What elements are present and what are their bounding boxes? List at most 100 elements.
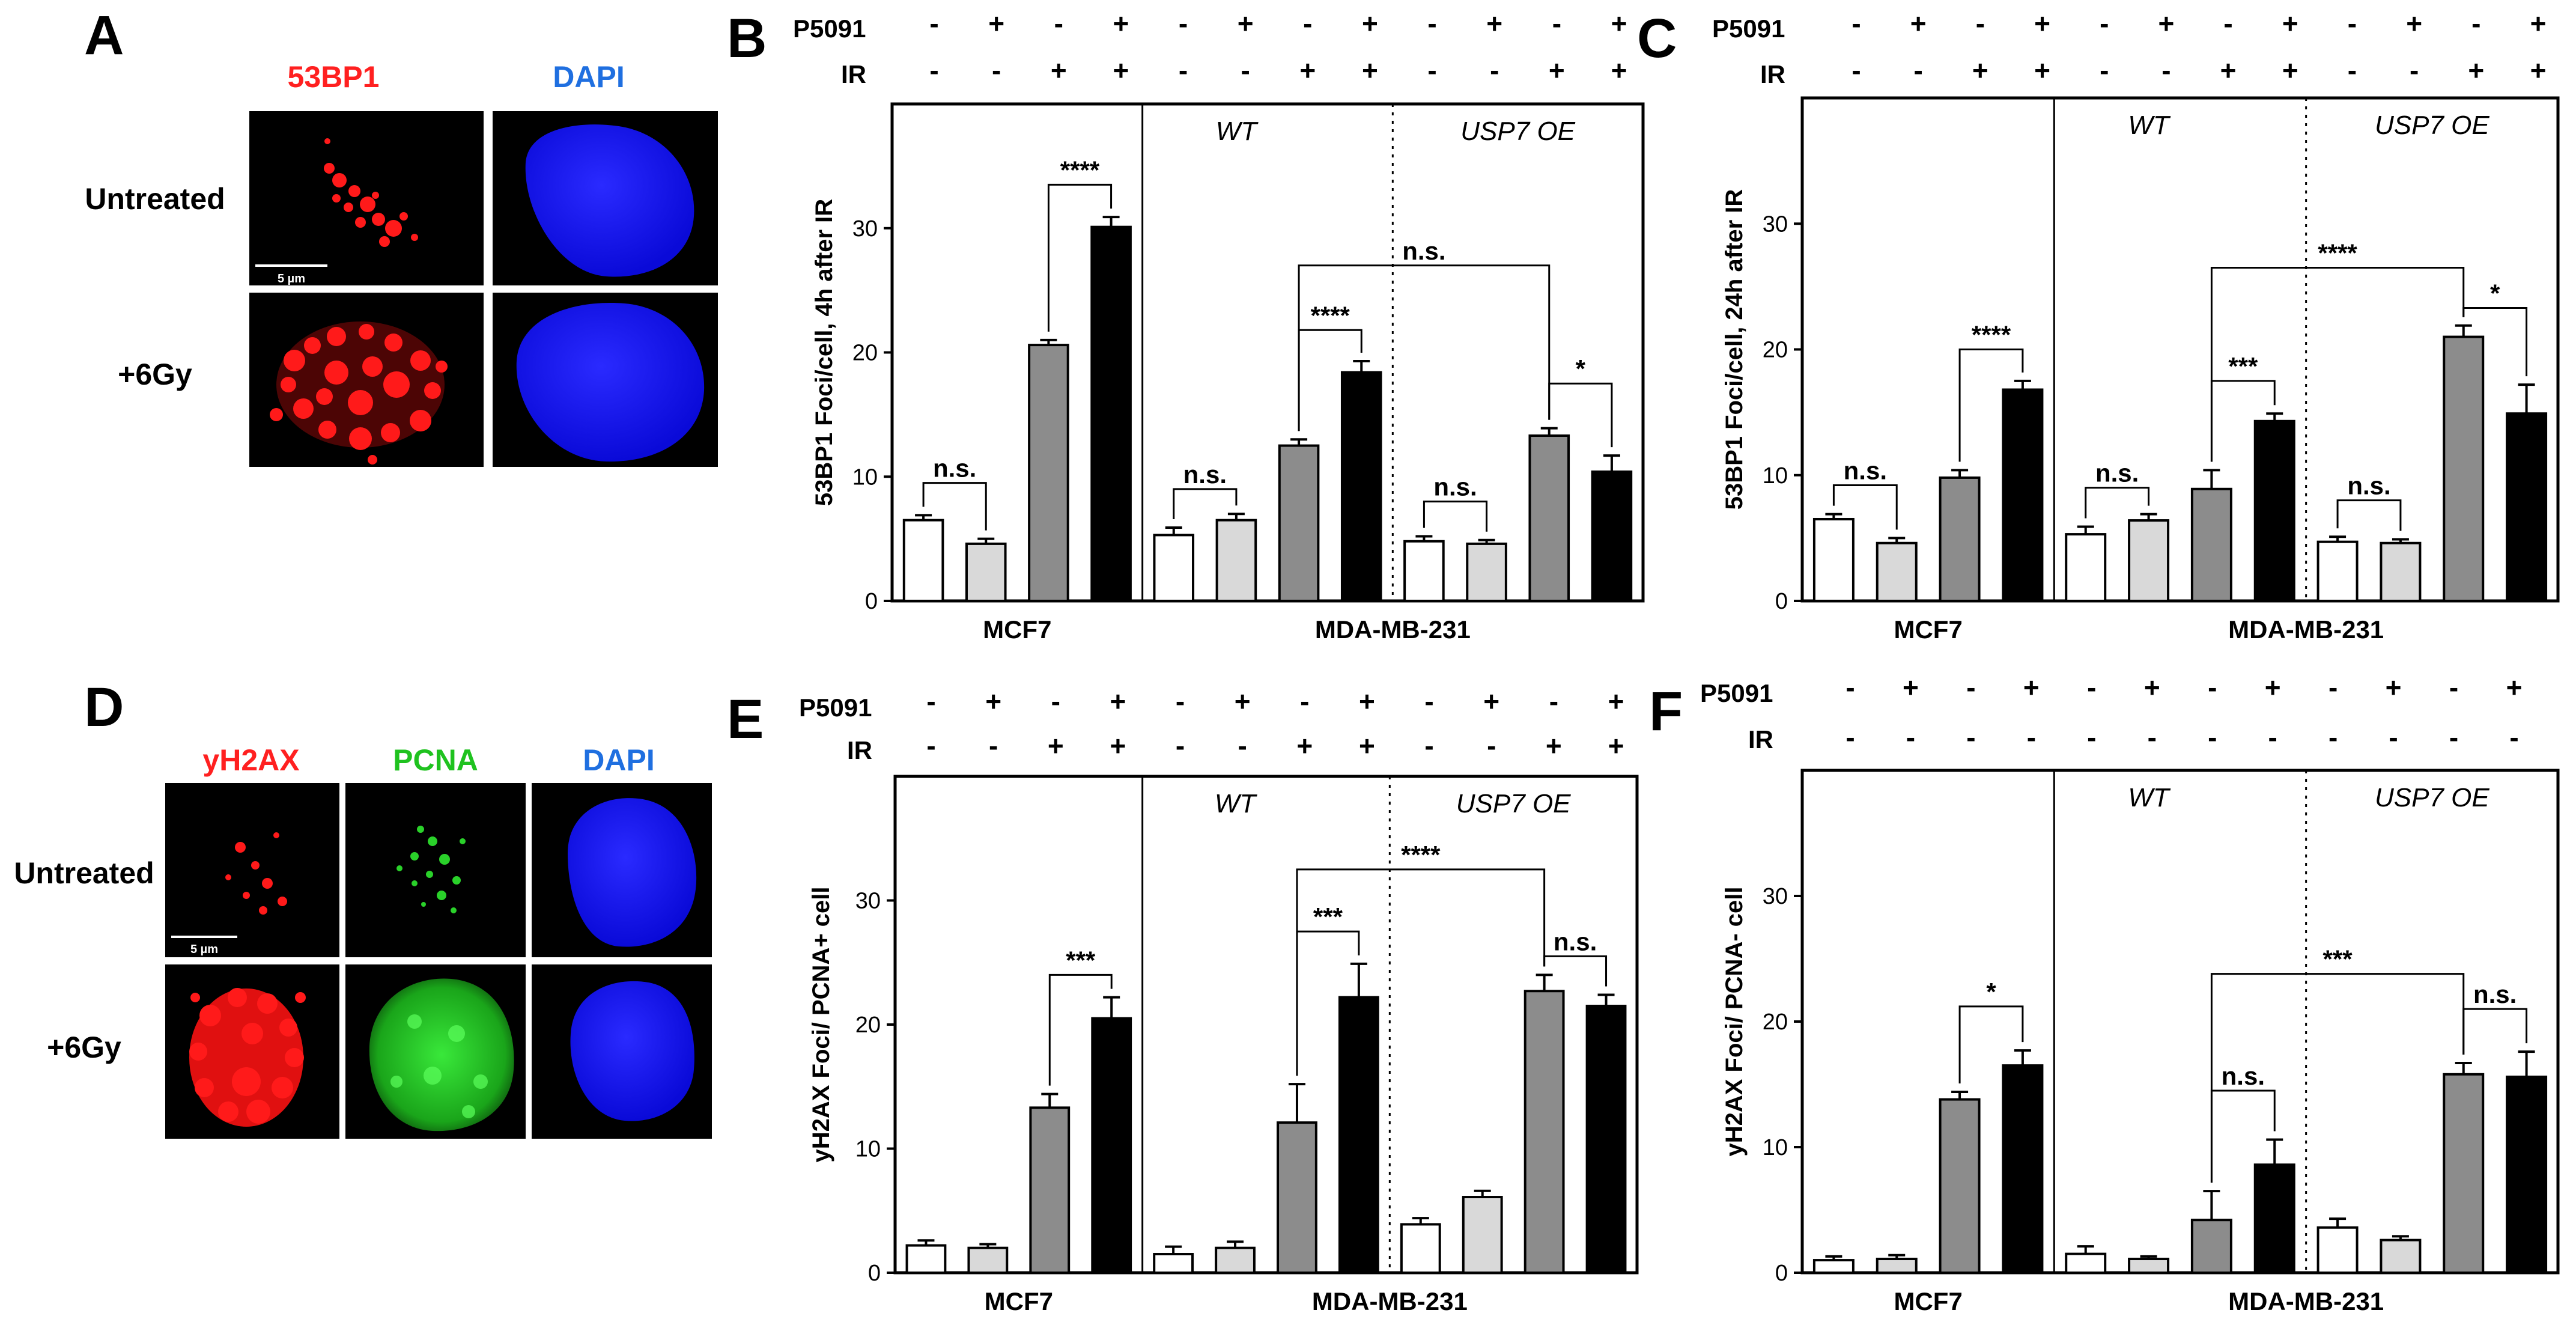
y-tick-label-b-3: 30 <box>852 216 878 242</box>
p5091-sign-e-3: + <box>1110 686 1126 717</box>
ir-sign-f-11: - <box>2509 722 2518 753</box>
significance-label-e-0: *** <box>1066 946 1096 974</box>
row-label-6gy-d: +6Gy <box>47 1031 121 1064</box>
bar-f-8 <box>2316 1226 2359 1275</box>
group-label-usp7-f: USP7 OE <box>2375 783 2489 812</box>
significance-bracket-c-2 <box>2085 487 2150 519</box>
chart-panel-c: C 0 10 20 30 53BP1 Foci/cell, 24h after IR WT… <box>1637 8 2560 644</box>
significance-bracket-f-2 <box>2462 1008 2528 1055</box>
bar-b-6 <box>1278 444 1320 602</box>
scale-bar-label-a: 5 µm <box>278 272 305 285</box>
bar-e-9 <box>1462 1196 1503 1275</box>
significance-bracket-c-4 <box>2336 499 2402 531</box>
bar-b-11 <box>1591 470 1633 602</box>
bar-b-1 <box>965 542 1007 603</box>
group-label-usp7-b: USP7 OE <box>1460 117 1575 146</box>
cell-line-label-mda-f: MDA-MB-231 <box>2228 1287 2384 1315</box>
p5091-sign-f-6: - <box>2208 672 2217 703</box>
y-tick-label-e-2: 20 <box>855 1013 881 1038</box>
condition-label-p5091-e: P5091 <box>799 693 872 722</box>
ir-sign-f-4: - <box>2087 722 2096 753</box>
bar-c-9 <box>2380 541 2422 602</box>
significance-label-b-4: n.s. <box>1433 473 1477 501</box>
p5091-sign-e-0: - <box>926 686 935 717</box>
chart-panel-b: B 0 10 20 30 53BP1 Foci/cell, 4h after IR WT U… <box>727 8 1645 644</box>
bar-e-11 <box>1585 1005 1627 1275</box>
y-tick-label-c-2: 20 <box>1763 338 1788 363</box>
p5091-sign-f-3: + <box>2023 672 2040 703</box>
ir-sign-c-7: + <box>2282 55 2298 86</box>
p5091-sign-f-11: + <box>2506 672 2523 703</box>
ir-sign-c-9: - <box>2410 55 2419 86</box>
p5091-sign-c-6: - <box>2223 8 2232 39</box>
ir-sign-b-5: - <box>1241 55 1250 86</box>
y-tick-label-e-1: 10 <box>855 1137 881 1162</box>
p5091-sign-c-2: - <box>1976 8 1985 39</box>
p5091-sign-e-4: - <box>1176 686 1185 717</box>
p5091-sign-f-9: + <box>2386 672 2402 703</box>
significance-label-b-2: n.s. <box>1183 460 1227 489</box>
ir-sign-e-8: - <box>1424 730 1433 761</box>
bar-e-1 <box>967 1246 1009 1274</box>
bar-e-4 <box>1153 1253 1194 1274</box>
group-label-wt-f: WT <box>2128 783 2171 812</box>
p5091-sign-b-11: + <box>1611 8 1627 39</box>
panel-a: A 53BP1 DAPI Untreated +6Gy 5 µm <box>84 5 718 467</box>
p5091-sign-c-11: + <box>2530 8 2547 39</box>
panel-d: D yH2AX PCNA DAPI Untreated +6Gy 5 µm <box>14 677 712 1139</box>
ir-sign-b-9: - <box>1490 55 1499 86</box>
ir-sign-b-11: + <box>1611 55 1627 86</box>
significance-label-c-1: **** <box>1972 321 2011 349</box>
y-tick-label-b-2: 20 <box>852 341 878 366</box>
y-tick-label-e-3: 30 <box>855 889 881 914</box>
ir-sign-e-11: + <box>1608 730 1624 761</box>
p5091-sign-c-7: + <box>2282 8 2298 39</box>
p5091-sign-f-7: + <box>2265 672 2281 703</box>
p5091-sign-f-2: - <box>1966 672 1975 703</box>
y-axis-title-f: yH2AX Foci/ PCNA- cell <box>1721 886 1748 1156</box>
p5091-sign-b-1: + <box>988 8 1004 39</box>
bar-b-3 <box>1090 225 1132 602</box>
p5091-sign-e-2: - <box>1051 686 1060 717</box>
p5091-sign-c-1: + <box>1910 8 1927 39</box>
ir-sign-e-1: - <box>989 730 998 761</box>
p5091-sign-b-0: - <box>929 8 938 39</box>
y-tick-label-b-0: 0 <box>865 589 878 614</box>
column-label-dapi-d: DAPI <box>583 743 654 777</box>
ir-sign-c-0: - <box>1852 55 1861 86</box>
foci-pcna-untreated <box>396 826 466 913</box>
p5091-sign-b-6: - <box>1303 8 1312 39</box>
bar-e-5 <box>1215 1246 1256 1274</box>
group-label-wt-e: WT <box>1215 789 1258 818</box>
ir-sign-e-0: - <box>926 730 935 761</box>
bar-e-0 <box>905 1244 947 1275</box>
ir-sign-c-4: - <box>2100 55 2109 86</box>
p5091-sign-f-5: + <box>2144 672 2160 703</box>
bar-b-5 <box>1215 519 1257 602</box>
ir-sign-b-7: + <box>1362 55 1378 86</box>
p5091-sign-f-4: - <box>2087 672 2096 703</box>
ir-sign-e-6: + <box>1296 730 1313 761</box>
column-label-dapi: DAPI <box>553 60 624 94</box>
ir-sign-e-7: + <box>1359 730 1375 761</box>
bar-b-2 <box>1028 344 1069 602</box>
p5091-sign-e-1: + <box>985 686 1001 717</box>
cell-line-label-mda-b: MDA-MB-231 <box>1315 615 1471 644</box>
bar-f-7 <box>2253 1163 2295 1275</box>
p5091-sign-f-1: + <box>1903 672 1919 703</box>
cell-line-label-mda-e: MDA-MB-231 <box>1312 1287 1468 1315</box>
significance-bracket-b-0 <box>922 482 987 531</box>
ir-sign-b-3: + <box>1113 55 1129 86</box>
ir-sign-c-5: - <box>2161 55 2170 86</box>
cell-line-label-mcf7-f: MCF7 <box>1894 1287 1962 1315</box>
ir-sign-c-11: + <box>2530 55 2547 86</box>
y-tick-label-f-1: 10 <box>1763 1135 1788 1160</box>
p5091-sign-f-0: - <box>1845 672 1855 703</box>
significance-label-f-2: n.s. <box>2473 980 2517 1008</box>
row-label-untreated-d: Untreated <box>14 856 154 890</box>
scale-bar-d <box>171 936 237 938</box>
p5091-sign-e-11: + <box>1608 686 1624 717</box>
ir-sign-e-2: + <box>1048 730 1064 761</box>
bar-e-7 <box>1338 996 1379 1274</box>
bar-e-2 <box>1029 1106 1071 1274</box>
